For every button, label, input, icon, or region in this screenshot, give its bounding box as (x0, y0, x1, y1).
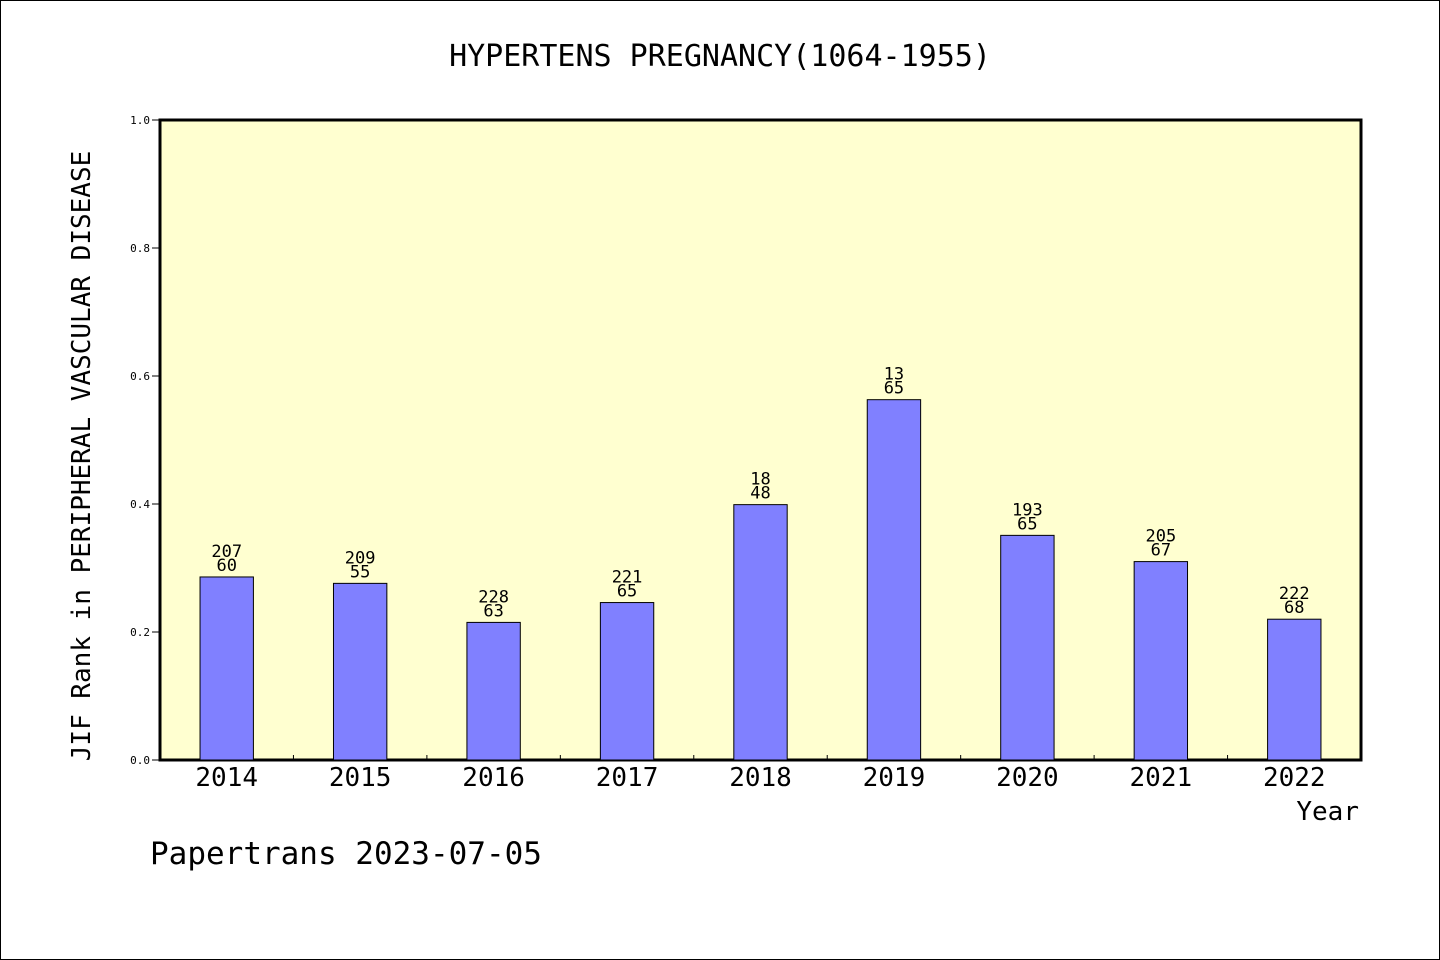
x-tick-label-2015: 2015 (329, 763, 392, 793)
bar-label-top-2018: 18 (750, 470, 770, 490)
y-tick-label-0.0: 0.0 (130, 754, 150, 767)
bar-label-top-2014: 207 (211, 542, 242, 562)
y-tick-label-0.4: 0.4 (130, 498, 150, 511)
x-tick-label-2019: 2019 (863, 763, 926, 793)
bar-2016 (466, 621, 521, 761)
x-tick-label-2014: 2014 (195, 763, 258, 793)
y-tick-label-0.2: 0.2 (130, 626, 150, 639)
bar-2017 (599, 602, 655, 761)
bar-2018 (733, 504, 788, 761)
bar-label-top-2019: 13 (884, 365, 904, 385)
bars-group (199, 399, 1322, 761)
x-axis: 2014 2015 2016 2017 2018 2019 2020 2021 2022 (195, 755, 1326, 793)
bar-label-top-2020: 193 (1012, 500, 1043, 520)
bar-label-top-2015: 209 (345, 548, 376, 568)
bar-label-bottom-2015: 55 (350, 562, 370, 582)
bar-2015 (332, 582, 388, 761)
y-axis: 0.0 0.2 0.4 0.6 0.8 1.0 (130, 114, 160, 767)
x-tick-label-2022: 2022 (1263, 763, 1326, 793)
x-tick-label-2021: 2021 (1130, 763, 1193, 793)
y-axis-label: JIF Rank in PERIPHERAL VASCULAR DISEASE (67, 151, 97, 761)
x-tick-label-2017: 2017 (596, 763, 659, 793)
bar-label-bottom-2018: 48 (750, 484, 770, 504)
footer-credit: Papertrans 2023-07-05 (150, 836, 542, 872)
y-tick-label-1.0: 1.0 (130, 114, 150, 127)
x-axis-label: Year (1296, 797, 1359, 827)
bar-label-top-2016: 228 (478, 587, 509, 607)
bar-label-bottom-2021: 67 (1151, 541, 1171, 561)
x-tick-label-2016: 2016 (462, 763, 525, 793)
bar-label-bottom-2014: 60 (216, 556, 236, 576)
bar-label-top-2022: 222 (1279, 584, 1310, 604)
bar-label-top-2021: 205 (1145, 527, 1176, 547)
y-tick-label-0.6: 0.6 (130, 370, 150, 383)
x-tick-label-2018: 2018 (729, 763, 792, 793)
y-tick-label-0.8: 0.8 (130, 242, 150, 255)
x-tick-label-2020: 2020 (996, 763, 1059, 793)
bar-label-bottom-2019: 65 (884, 379, 904, 399)
bar-2022 (1267, 618, 1322, 761)
bar-label-bottom-2016: 63 (483, 601, 503, 621)
bar-label-top-2017: 221 (612, 568, 643, 588)
bar-label-bottom-2020: 65 (1017, 514, 1037, 534)
bar-2021 (1133, 561, 1189, 761)
bar-label-bottom-2017: 65 (617, 582, 637, 602)
bar-2020 (1000, 534, 1055, 761)
bar-label-bottom-2022: 68 (1284, 598, 1304, 618)
bar-2019 (866, 399, 922, 761)
bar-2014 (199, 576, 254, 761)
chart-title: HYPERTENS PREGNANCY(1064-1955) (449, 39, 991, 74)
